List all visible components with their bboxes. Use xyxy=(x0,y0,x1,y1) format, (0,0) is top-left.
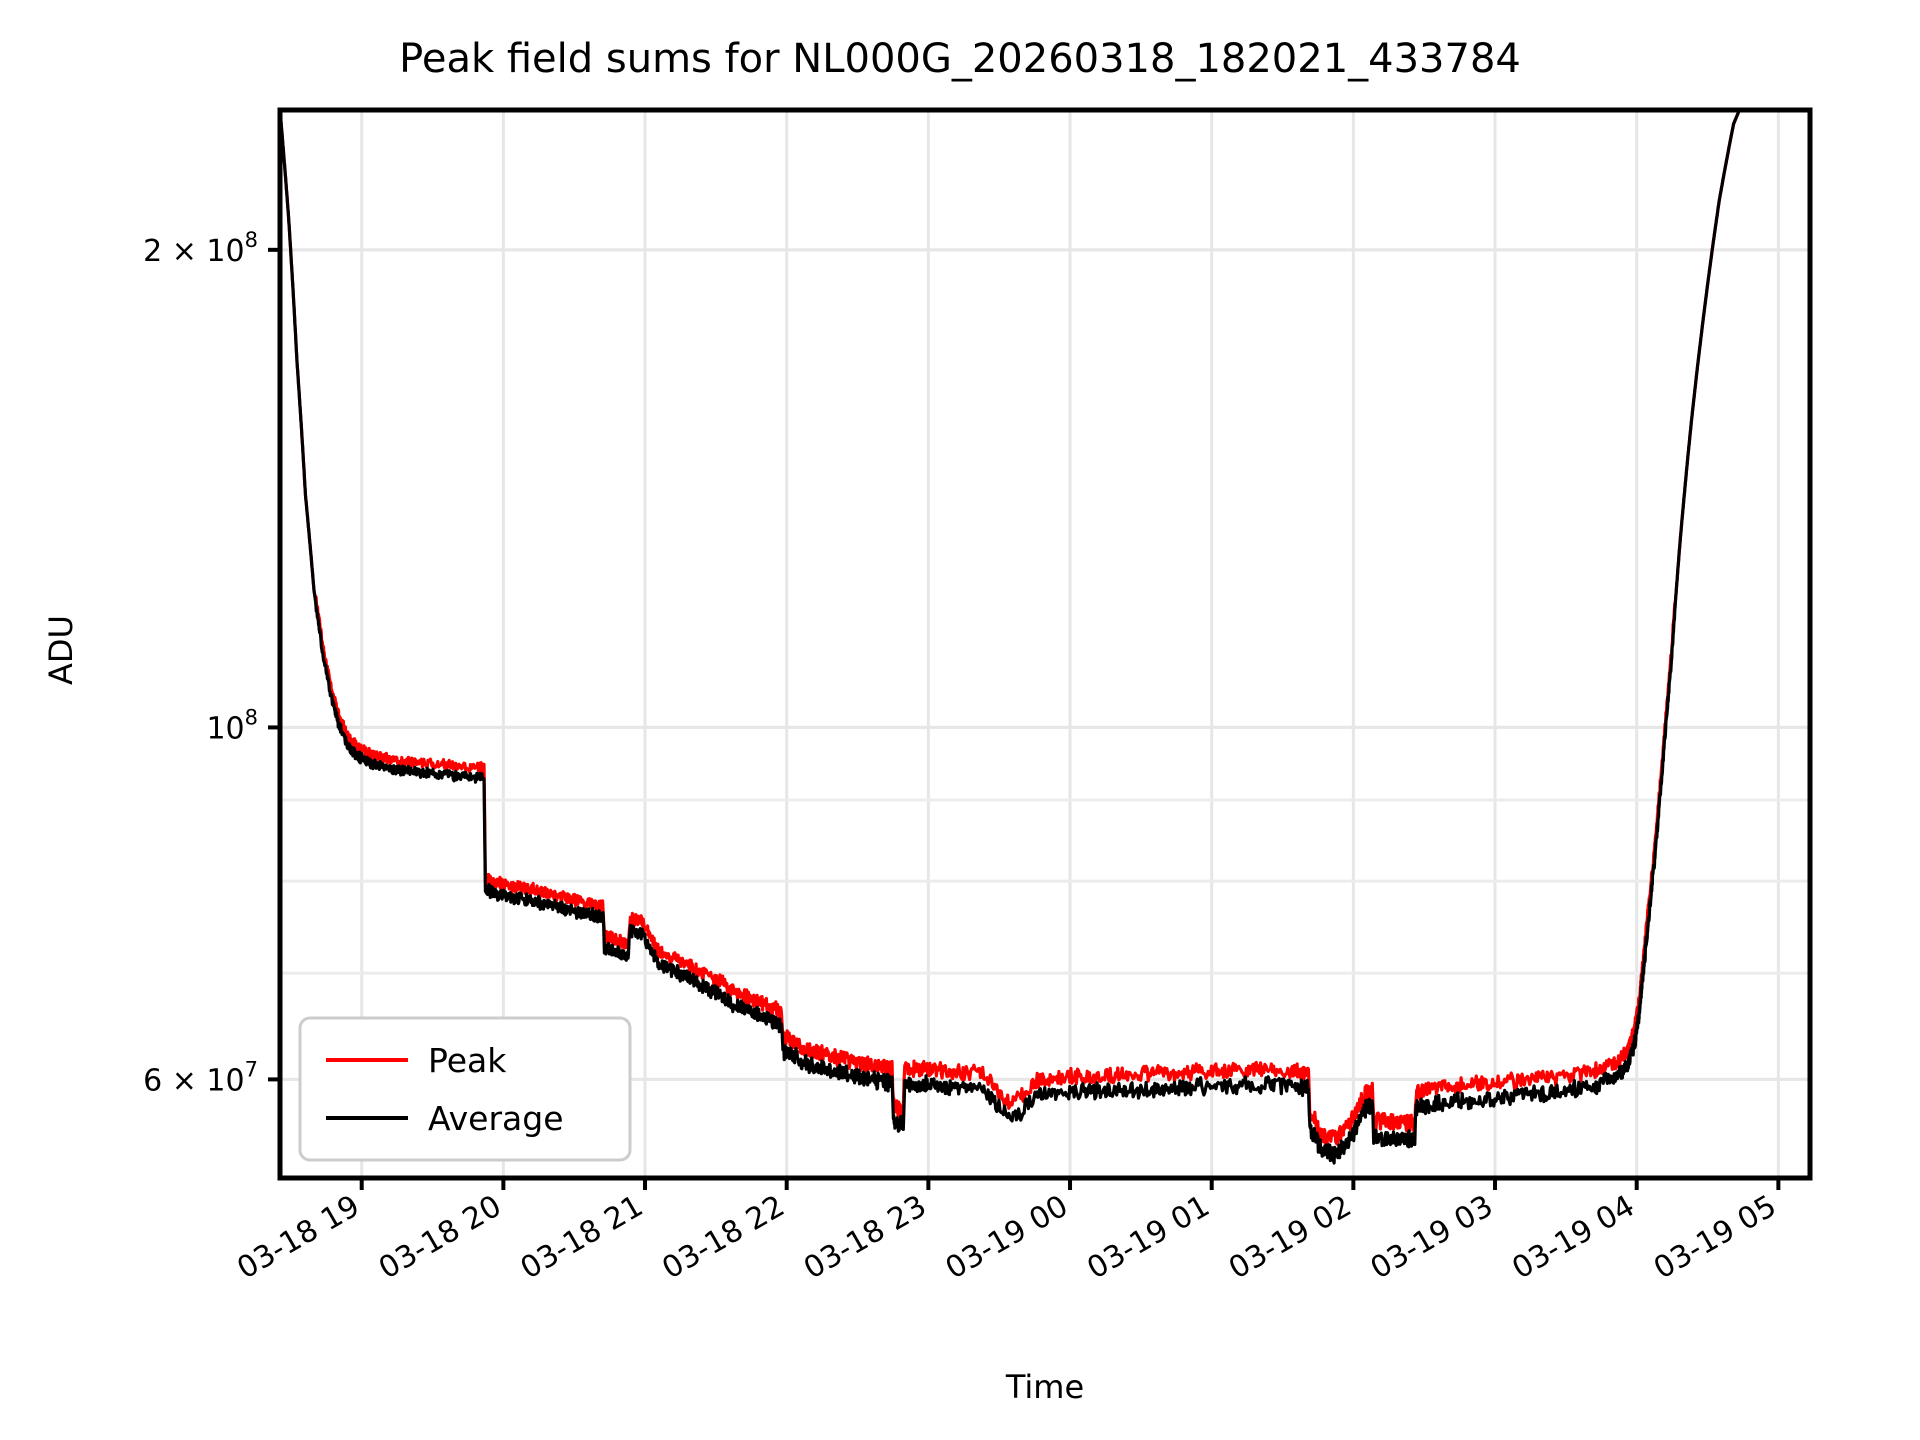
axes-frame xyxy=(277,107,1813,1181)
axis-ticks xyxy=(268,247,1781,1190)
x-tick-label: 03-19 03 xyxy=(1365,1189,1499,1287)
series-line-peak xyxy=(280,110,1742,1147)
y-tick-label: 2 × 108 xyxy=(143,228,258,269)
y-tick-label: 6 × 107 xyxy=(143,1057,258,1098)
x-tick-label: 03-18 22 xyxy=(656,1189,790,1287)
x-tick-label: 03-19 04 xyxy=(1506,1189,1640,1287)
x-tick-label: 03-19 01 xyxy=(1081,1189,1215,1287)
x-tick-label: 03-18 23 xyxy=(798,1189,932,1287)
series-line-average xyxy=(280,110,1742,1165)
x-tick-label: 03-18 20 xyxy=(373,1189,507,1287)
data-series-layer xyxy=(280,110,1742,1165)
chart-legend[interactable]: Peak Average xyxy=(298,1016,632,1162)
legend-label-peak: Peak xyxy=(428,1041,507,1080)
legend-box[interactable] xyxy=(298,1016,632,1162)
y-axis-title: ADU xyxy=(42,615,80,685)
chart-title: Peak field sums for NL000G_20260318_1820… xyxy=(399,36,1521,82)
x-tick-label: 03-19 00 xyxy=(940,1189,1074,1287)
y-tick-label: 108 xyxy=(206,705,258,746)
x-tick-label: 03-19 05 xyxy=(1648,1189,1782,1287)
x-tick-label: 03-18 21 xyxy=(515,1189,649,1287)
legend-label-average: Average xyxy=(428,1099,564,1138)
x-tick-label: 03-19 02 xyxy=(1223,1189,1357,1287)
x-tick-label: 03-18 19 xyxy=(231,1189,365,1287)
x-axis-title: Time xyxy=(1005,1368,1084,1406)
